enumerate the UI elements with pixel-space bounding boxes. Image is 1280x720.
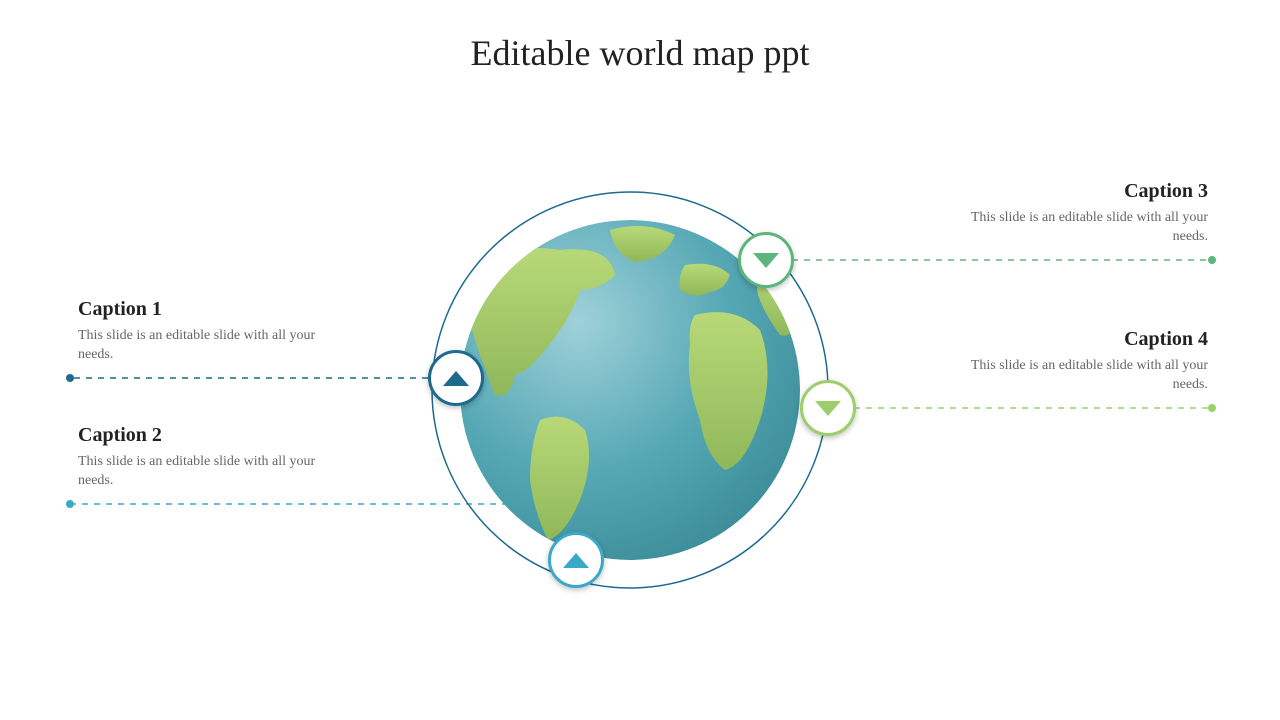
caption-title: Caption 4 <box>948 328 1208 351</box>
chevron-down-icon <box>815 401 841 416</box>
chevron-down-icon <box>753 253 779 268</box>
globe-marker[interactable] <box>800 380 856 436</box>
caption-title: Caption 1 <box>78 298 338 321</box>
connector-dot <box>66 500 74 508</box>
connector-dot <box>66 374 74 382</box>
caption-title: Caption 3 <box>948 180 1208 203</box>
caption-desc: This slide is an editable slide with all… <box>948 357 1208 395</box>
caption-desc: This slide is an editable slide with all… <box>948 209 1208 247</box>
caption-title: Caption 2 <box>78 424 338 447</box>
chevron-up-icon <box>443 371 469 386</box>
globe-marker[interactable] <box>738 232 794 288</box>
chevron-up-icon <box>563 553 589 568</box>
globe-marker[interactable] <box>428 350 484 406</box>
caption-block: Caption 3 This slide is an editable slide… <box>948 180 1208 247</box>
caption-block: Caption 1 This slide is an editable slide… <box>78 298 338 365</box>
caption-desc: This slide is an editable slide with all… <box>78 327 338 365</box>
globe-marker[interactable] <box>548 532 604 588</box>
caption-block: Caption 4 This slide is an editable slide… <box>948 328 1208 395</box>
connector-dot <box>1208 256 1216 264</box>
caption-desc: This slide is an editable slide with all… <box>78 453 338 491</box>
connector-dot <box>1208 404 1216 412</box>
caption-block: Caption 2 This slide is an editable slide… <box>78 424 338 491</box>
page-title: Editable world map ppt <box>0 32 1280 74</box>
